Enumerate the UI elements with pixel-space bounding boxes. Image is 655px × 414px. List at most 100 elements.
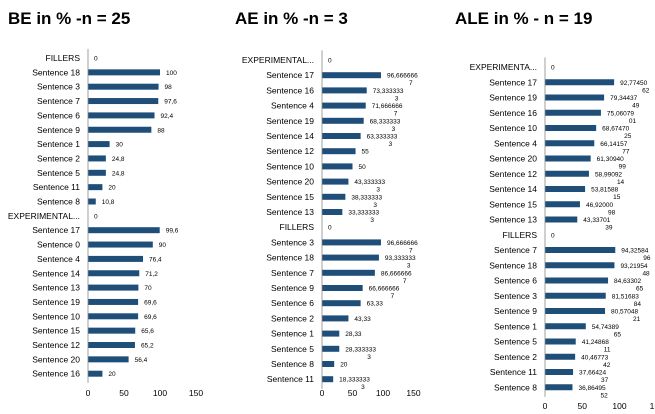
category-label: Sentence 16: [32, 369, 80, 379]
data-label: 43,33: [354, 316, 371, 323]
x-tick-label: 100: [153, 388, 167, 398]
x-tick-label: 150: [650, 401, 655, 411]
category-label: Sentence 2: [271, 313, 314, 323]
data-label: 63,333333 3: [367, 134, 398, 149]
bar: [545, 308, 606, 314]
data-label: 81,51683 84: [612, 293, 642, 308]
data-label: 71,666666 7: [372, 103, 403, 118]
category-label: Sentence 7: [271, 268, 314, 278]
category-label: Sentence 5: [37, 168, 80, 178]
category-label: Sentence 18: [489, 260, 537, 270]
data-label: 63,33: [367, 301, 384, 308]
bar: [88, 141, 110, 148]
data-label: 65,6: [141, 328, 154, 335]
category-label: Sentence 20: [489, 154, 537, 164]
bar: [545, 201, 580, 208]
data-label: 73,333333 3: [373, 88, 404, 103]
category-label: Sentence 10: [32, 311, 80, 321]
bar: [322, 361, 335, 367]
x-tick-label: 50: [578, 401, 588, 411]
category-label: Sentence 11: [490, 367, 537, 377]
bar: [322, 178, 349, 185]
data-label: 66,666666 7: [369, 286, 400, 301]
bar: [88, 356, 129, 363]
bar: [88, 270, 140, 277]
category-label: Sentence 15: [266, 192, 314, 202]
bar: [545, 109, 601, 116]
data-label: 92,4: [161, 113, 174, 120]
category-label: Sentence 10: [489, 123, 537, 133]
category-label: Sentence 19: [32, 297, 80, 307]
category-label: Sentence 6: [271, 298, 314, 308]
category-label: Sentence 1: [271, 329, 314, 339]
data-label: 36,86495 52: [578, 385, 608, 400]
bar: [322, 269, 375, 276]
bar: [545, 323, 586, 330]
category-label: Sentence 17: [32, 225, 80, 235]
bar: [545, 262, 615, 269]
bar: [88, 241, 153, 248]
category-label: Sentence 11: [33, 182, 80, 192]
bar: [322, 209, 343, 215]
bar: [545, 125, 597, 131]
x-tick-label: 50: [348, 388, 358, 398]
bar: [545, 338, 576, 345]
data-label: 37,66424 37: [579, 370, 609, 385]
category-label: Sentence 4: [494, 138, 537, 148]
data-label: 18,333333 3: [339, 377, 370, 392]
bar: [545, 140, 595, 147]
x-tick-label: 150: [406, 388, 420, 398]
data-label: 28,333333 3: [345, 346, 376, 361]
category-label: Sentence 14: [266, 131, 314, 141]
bar: [545, 247, 616, 253]
category-label: Sentence 4: [271, 101, 314, 111]
data-label: 28,33: [345, 331, 362, 338]
x-tick-label: 0: [320, 388, 325, 398]
bar: [88, 313, 139, 320]
bar: [88, 342, 135, 348]
bar: [545, 94, 605, 101]
category-label: Sentence 12: [489, 169, 537, 179]
data-label: 86,666666 7: [381, 270, 412, 285]
category-label: Sentence 8: [271, 359, 314, 369]
data-label: 50: [359, 164, 367, 171]
bar: [88, 298, 139, 305]
x-tick-label: 0: [86, 388, 91, 398]
category-label: Sentence 13: [489, 215, 537, 225]
data-label: 84,63302 65: [614, 278, 644, 293]
category-label: Sentence 17: [489, 77, 537, 87]
data-label: 94,32584 96: [621, 248, 651, 263]
bar: [88, 198, 96, 205]
data-label: 56,4: [135, 357, 148, 364]
bar: [322, 87, 367, 94]
data-label: 68,67470 25: [602, 126, 632, 141]
data-label: 93,333333 3: [385, 255, 416, 270]
category-label: Sentence 5: [271, 344, 314, 354]
bar: [88, 83, 159, 90]
category-label: Sentence 20: [32, 354, 80, 364]
data-label: 53,81588 15: [591, 187, 621, 202]
category-label: Sentence 13: [32, 283, 80, 293]
bar: [322, 117, 364, 124]
data-label: 38,333333 3: [351, 194, 382, 209]
category-label: Sentence 9: [37, 125, 80, 135]
bar: [88, 112, 155, 119]
category-label: Sentence 14: [489, 184, 537, 194]
category-label: Sentence 18: [266, 253, 314, 263]
data-label: 80,57048 21: [611, 309, 641, 324]
category-label: Sentence 10: [266, 161, 314, 171]
data-label: 40,46773 42: [581, 354, 611, 369]
bar: [88, 284, 139, 291]
category-label: Sentence 9: [494, 306, 537, 316]
bar: [88, 69, 160, 76]
data-label: 24,8: [112, 156, 125, 163]
data-label: 88: [157, 127, 165, 134]
category-label: EXPERIMENTAL...: [8, 211, 80, 221]
data-label: 79,34437 49: [610, 95, 640, 110]
bar: [322, 133, 361, 139]
data-label: 66,14157 77: [600, 141, 630, 156]
bar: [322, 330, 340, 337]
data-label: 0: [94, 56, 98, 63]
data-label: 0: [551, 232, 555, 239]
